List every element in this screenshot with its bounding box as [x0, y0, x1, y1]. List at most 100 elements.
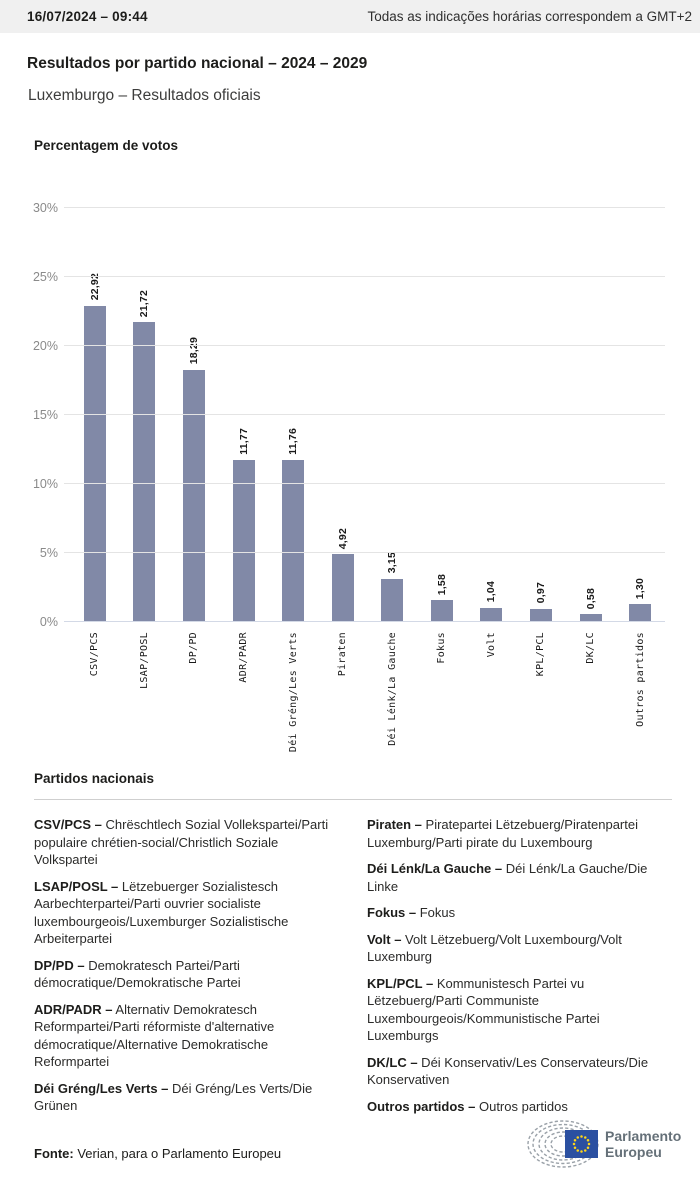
source-label: Fonte:: [34, 1146, 74, 1161]
bar-value-label: 18,29: [187, 337, 200, 365]
gridline-5: [64, 552, 665, 553]
party-abbreviation: DK/LC –: [367, 1054, 418, 1070]
party-abbreviation: Volt –: [367, 931, 402, 947]
gridline-30: [64, 207, 665, 208]
bar-Fokus: [430, 600, 453, 622]
bar-slot: 0,58: [566, 208, 616, 622]
eu-flag-icon: [565, 1130, 598, 1158]
bar-slot: 22,92: [70, 208, 120, 622]
party-abbreviation: Outros partidos –: [367, 1098, 476, 1114]
x-label-slot: KPL/PCL: [516, 623, 566, 765]
bar-DP/PD: [182, 369, 205, 622]
bar-slot: 0,97: [516, 208, 566, 622]
x-label-slot: LSAP/POSL: [120, 623, 170, 765]
parties-legend: CSV/PCS – Chrëschtlech Sozial Vollekspar…: [34, 816, 674, 1124]
party-abbreviation: ADR/PADR –: [34, 1001, 113, 1017]
party-entry: DK/LC – Déi Konservativ/Les Conservateur…: [367, 1054, 649, 1088]
bar-KPL/PCL: [529, 608, 552, 622]
x-label-slot: DP/PD: [169, 623, 219, 765]
x-axis-label: CSV/PCS: [89, 632, 101, 677]
parties-section-heading: Partidos nacionais: [34, 771, 155, 786]
bar-slot: 21,72: [120, 208, 170, 622]
gridline-20: [64, 345, 665, 346]
x-axis-label: Outros partidos: [634, 632, 646, 727]
gridline-15: [64, 414, 665, 415]
logo-wordmark: Parlamento Europeu: [605, 1128, 681, 1160]
hemicycle-icon: [527, 1120, 599, 1168]
x-label-slot: DK/LC: [566, 623, 616, 765]
party-entry: Volt – Volt Lëtzebuerg/Volt Luxembourg/V…: [367, 931, 622, 965]
x-axis-label: Fokus: [436, 632, 448, 664]
x-axis-label: Piraten: [337, 632, 349, 677]
party-entry: Déi Gréng/Les Verts – Déi Gréng/Les Vert…: [34, 1080, 313, 1114]
topbar: 16/07/2024 – 09:44 Todas as indicações h…: [0, 0, 700, 33]
source-note: Fonte: Verian, para o Parlamento Europeu: [34, 1146, 281, 1161]
party-entry: KPL/PCL – Kommunistesch Partei vu Lëtzeb…: [367, 975, 600, 1044]
y-tick-label: 0%: [39, 615, 58, 629]
party-entry: ADR/PADR – Alternativ Demokratesch Refor…: [34, 1001, 275, 1070]
logo-line1: Parlamento: [605, 1128, 682, 1144]
source-text: Verian, para o Parlamento Europeu: [73, 1146, 282, 1161]
x-label-slot: ADR/PADR: [219, 623, 269, 765]
y-tick-label: 30%: [32, 201, 58, 215]
gridline-10: [64, 483, 665, 484]
party-entry: Outros partidos – Outros partidos: [367, 1098, 568, 1114]
bar-slot: 11,76: [268, 208, 318, 622]
timezone-note: Todas as indicações horárias corresponde…: [367, 9, 692, 24]
y-tick-label: 10%: [32, 477, 58, 491]
x-axis-label: KPL/PCL: [535, 632, 547, 677]
bar-CSV/PCS: [83, 305, 106, 622]
bar-value-label: 1,04: [485, 581, 498, 603]
parties-column-right: Piraten – Piratepartei Lëtzebuerg/Pirate…: [367, 816, 674, 1124]
report-datetime: 16/07/2024 – 09:44: [27, 9, 148, 24]
party-entry: Fokus – Fokus: [367, 905, 456, 920]
bar-value-label: 22,92: [88, 273, 101, 301]
section-divider: [34, 799, 672, 800]
plot-area: 22,92 21,72 18,29 11,77 11,76 4,92 3,15 1,58 1,0…: [33, 201, 665, 629]
bar-value-label: 3,15: [386, 552, 399, 574]
y-tick-label: 25%: [32, 270, 58, 284]
bar-value-label: 4,92: [336, 527, 349, 550]
party-abbreviation: KPL/PCL –: [367, 975, 434, 991]
party-entry: CSV/PCS – Chrëschtlech Sozial Vollekspar…: [34, 817, 329, 867]
bar-ADR/PADR: [232, 459, 255, 622]
x-axis-label: ADR/PADR: [238, 632, 250, 683]
bar-slot: 1,04: [467, 208, 517, 622]
party-abbreviation: Déi Lénk/La Gauche –: [367, 861, 503, 876]
x-axis-label: LSAP/POSL: [138, 632, 150, 689]
chart-title: Percentagem de votos: [34, 138, 179, 153]
bar-value-label: 11,77: [237, 427, 250, 455]
bar-slot: 1,58: [417, 208, 467, 622]
bar-value-label: 11,76: [287, 428, 300, 455]
bar-slot: 3,15: [367, 208, 417, 622]
bar-value-label: 21,72: [138, 289, 151, 318]
x-label-slot: CSV/PCS: [70, 623, 120, 765]
x-axis-label: DP/PD: [188, 632, 200, 664]
x-label-slot: Déi Lénk/La Gauche: [367, 623, 417, 765]
bar-Piraten: [331, 554, 354, 622]
x-axis-label: Volt: [485, 632, 497, 658]
x-label-slot: Piraten: [318, 623, 368, 765]
x-label-slot: Outros partidos: [615, 623, 665, 765]
party-abbreviation: LSAP/POSL –: [34, 878, 119, 894]
bar-LSAP/POSL: [133, 322, 156, 622]
bar-Outros partidos: [629, 604, 652, 622]
bar-Déi Gréng/Les Verts: [282, 459, 305, 622]
bar-slot: 4,92: [318, 208, 368, 622]
x-axis-label: DK/LC: [585, 632, 597, 664]
party-entry: LSAP/POSL – Lëtzebuerger Sozialistesch A…: [34, 878, 289, 947]
gridline-0: [64, 621, 665, 622]
bar-slot: 18,29: [169, 208, 219, 622]
x-label-slot: Déi Gréng/Les Verts: [268, 623, 318, 765]
party-entry: Piraten – Piratepartei Lëtzebuerg/Pirate…: [367, 817, 638, 850]
page-subtitle: Luxemburgo – Resultados oficiais: [28, 87, 261, 104]
party-abbreviation: Fokus –: [367, 905, 417, 920]
party-abbreviation: CSV/PCS –: [34, 817, 102, 832]
gridline-25: [64, 276, 665, 277]
bars-container: 22,92 21,72 18,29 11,77 11,76 4,92 3,15 1,58 1,0…: [70, 208, 665, 622]
party-abbreviation: Déi Gréng/Les Verts –: [34, 1080, 169, 1096]
bar-value-label: 0,58: [584, 587, 597, 609]
bar-DK/LC: [579, 614, 602, 622]
x-label-slot: Fokus: [417, 623, 467, 765]
x-axis-labels: CSV/PCS LSAP/POSL DP/PD ADR/PADR Déi Gréng/L…: [70, 623, 665, 765]
